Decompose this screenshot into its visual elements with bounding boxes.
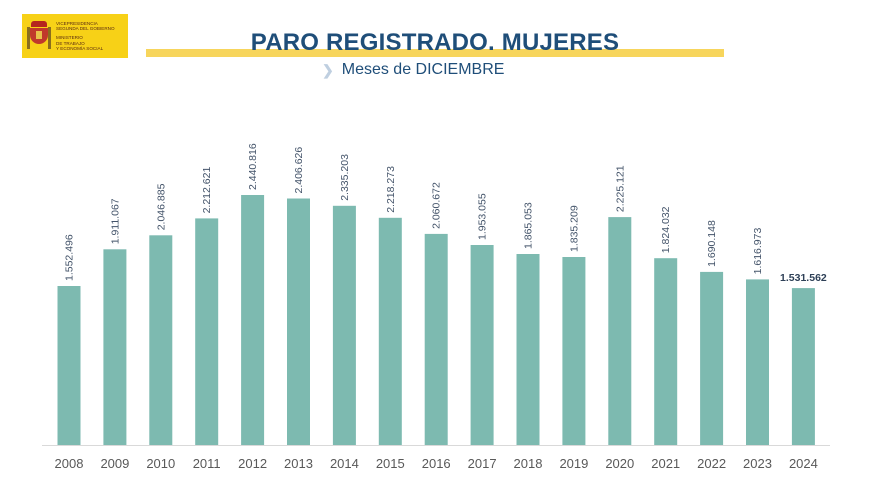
x-tick-label-2014: 2014 <box>330 456 359 471</box>
x-tick-label-2016: 2016 <box>422 456 451 471</box>
data-label-2016: 2.060.672 <box>431 182 443 229</box>
bar-2011 <box>195 218 219 445</box>
chart-title: PARO REGISTRADO. MUJERES <box>250 29 620 56</box>
bar-2018 <box>516 254 540 445</box>
data-label-2014: 2.335.203 <box>339 154 351 201</box>
title-underline <box>146 49 724 57</box>
data-label-2013: 2.406.626 <box>293 147 305 194</box>
x-tick-label-2013: 2013 <box>284 456 313 471</box>
x-tick-label-2012: 2012 <box>238 456 267 471</box>
government-logo: VICEPRESIDENCIA SEGUNDA DEL GOBIERNO MIN… <box>22 14 128 58</box>
data-label-2022: 1.690.148 <box>706 220 718 267</box>
bar-2023 <box>746 279 769 445</box>
data-label-2017: 1.953.055 <box>477 193 489 240</box>
bar-2012 <box>241 195 265 445</box>
data-label-2010: 2.046.885 <box>155 183 167 230</box>
x-tick-label-2011: 2011 <box>193 456 221 471</box>
logo-text: VICEPRESIDENCIA SEGUNDA DEL GOBIERNO MIN… <box>56 20 115 51</box>
data-label-2011: 2.212.621 <box>201 167 213 214</box>
data-label-2008: 1.552.496 <box>64 234 76 281</box>
data-label-2009: 1.911.067 <box>109 198 121 244</box>
bar-2015 <box>378 217 402 445</box>
data-label-2018: 1.865.053 <box>523 202 535 249</box>
data-label-2015: 2.218.273 <box>385 166 397 213</box>
data-label-2020: 2.225.121 <box>614 165 626 212</box>
x-tick-label-2019: 2019 <box>559 456 588 471</box>
data-label-2021: 1.824.032 <box>660 206 672 253</box>
bar-2013 <box>287 198 310 445</box>
x-tick-label-2009: 2009 <box>100 456 129 471</box>
x-tick-label-2023: 2023 <box>743 456 772 471</box>
x-tick-label-2015: 2015 <box>376 456 405 471</box>
x-tick-label-2021: 2021 <box>651 456 680 471</box>
data-label-2023: 1.616.973 <box>752 228 764 275</box>
x-tick-label-2010: 2010 <box>146 456 175 471</box>
bar-2019 <box>562 257 586 445</box>
bar-2020 <box>608 217 632 445</box>
data-label-2012: 2.440.816 <box>247 143 259 190</box>
x-tick-label-2008: 2008 <box>55 456 84 471</box>
bar-2014 <box>332 205 356 445</box>
bar-2008 <box>57 286 81 445</box>
x-tick-label-2018: 2018 <box>514 456 543 471</box>
bar-2009 <box>103 249 127 445</box>
x-tick-label-2022: 2022 <box>697 456 726 471</box>
bar-2021 <box>654 258 678 445</box>
data-label-2019: 1.835.209 <box>568 205 580 252</box>
subtitle-text: Meses de DICIEMBRE <box>341 61 505 78</box>
x-tick-label-2017: 2017 <box>468 456 497 471</box>
bar-2010 <box>149 235 173 445</box>
bar-2017 <box>470 245 494 445</box>
chevron-right-icon: ❯ <box>322 61 334 78</box>
data-label-2024: 1.531.562 <box>780 272 827 284</box>
chart-subtitle: ❯ Meses de DICIEMBRE <box>322 61 504 79</box>
x-tick-label-2020: 2020 <box>605 456 634 471</box>
coat-of-arms-icon <box>27 19 51 53</box>
bar-2024 <box>791 288 815 445</box>
x-tick-label-2024: 2024 <box>789 456 818 471</box>
bar-2016 <box>424 233 448 445</box>
bar-2022 <box>700 271 724 445</box>
